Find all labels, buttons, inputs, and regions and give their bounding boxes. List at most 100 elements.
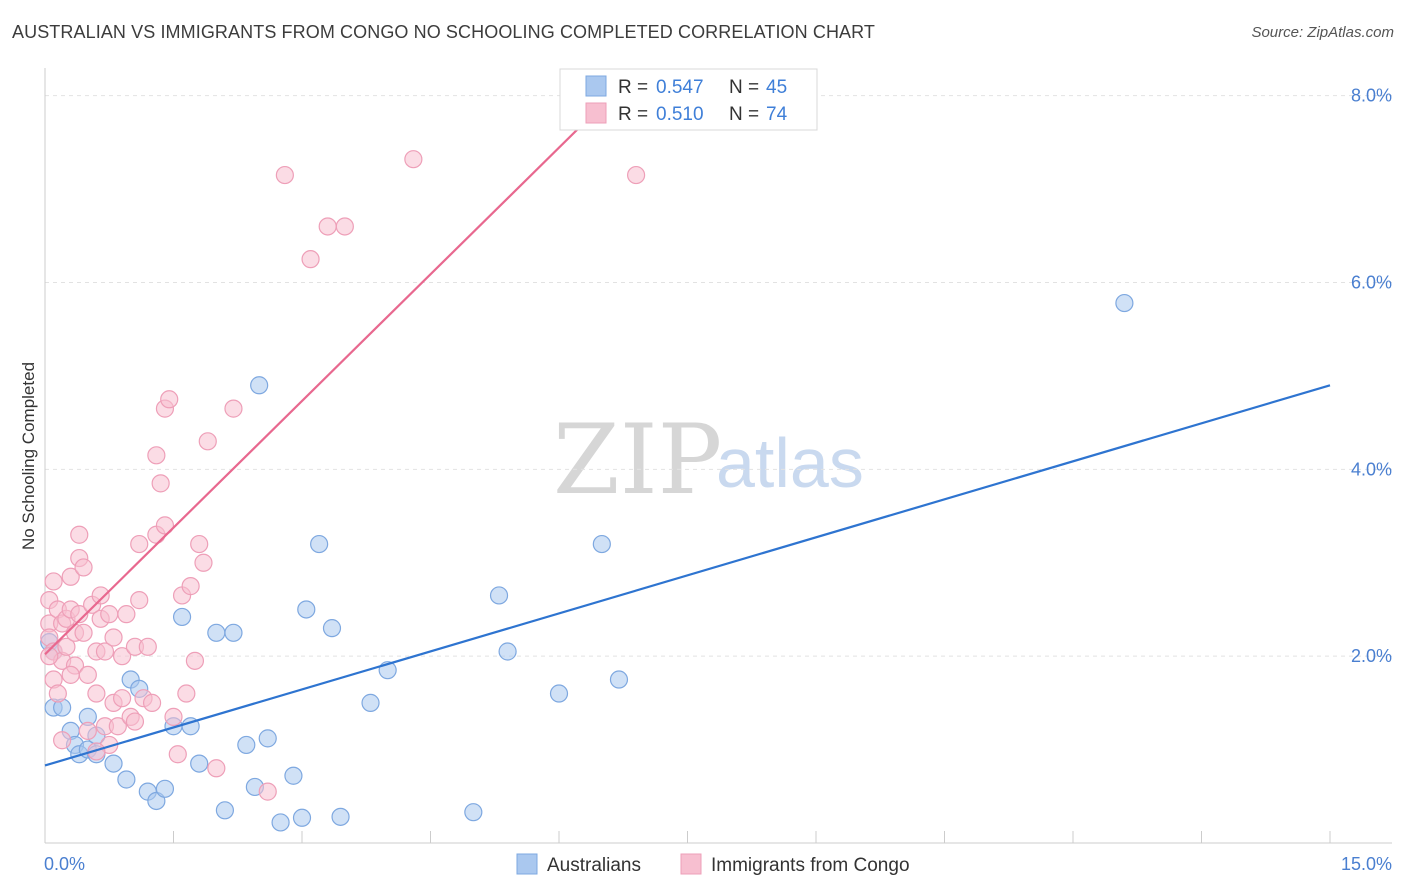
australians-point-27 xyxy=(250,376,269,395)
congo-point-53 xyxy=(164,707,183,726)
legend-n-label-2: N = xyxy=(729,104,759,125)
congo-point-37 xyxy=(112,689,132,708)
congo-point-38 xyxy=(117,605,136,624)
australians-point-25 xyxy=(237,735,256,755)
australians-point-19 xyxy=(172,607,192,627)
congo-point-20 xyxy=(74,558,93,577)
australians-point-31 xyxy=(292,808,312,827)
congo-point-58 xyxy=(185,651,205,670)
bottom-legend-congo: Immigrants from Congo xyxy=(711,855,910,876)
congo-point-48 xyxy=(147,446,166,465)
y-tick-label-0: 2.0% xyxy=(1351,646,1392,666)
congo-point-70 xyxy=(626,165,646,185)
congo-point-7 xyxy=(48,684,67,703)
congo-point-31 xyxy=(100,605,119,624)
congo-point-63 xyxy=(224,399,243,418)
congo-point-36 xyxy=(112,647,132,666)
congo-point-67 xyxy=(318,217,337,236)
australians-point-24 xyxy=(215,801,234,820)
australians-point-44 xyxy=(1115,293,1134,313)
australians-point-32 xyxy=(297,600,316,619)
australians-point-21 xyxy=(190,754,209,773)
congo-point-59 xyxy=(190,534,209,554)
congo-point-57 xyxy=(181,577,200,596)
bottom-legend-australians: Australians xyxy=(547,855,641,876)
congo-point-41 xyxy=(125,712,145,731)
legend-n-value-2: 74 xyxy=(766,104,788,125)
x-tick-label-min: 0.0% xyxy=(44,854,85,874)
congo-point-35 xyxy=(108,717,127,736)
series-congo-points xyxy=(40,150,646,801)
australians-point-40 xyxy=(498,642,517,661)
x-tick-marks xyxy=(173,831,1331,843)
watermark-atlas: atlas xyxy=(716,424,864,502)
congo-point-68 xyxy=(335,217,354,236)
australians-point-41 xyxy=(549,684,569,703)
legend-n-value-1: 45 xyxy=(766,77,787,98)
y-axis-label: No Schooling Completed xyxy=(19,362,38,550)
congo-point-5 xyxy=(44,572,63,591)
australians-point-34 xyxy=(322,619,342,638)
australians-point-38 xyxy=(464,803,483,822)
congo-point-13 xyxy=(61,567,80,586)
legend-r-value-1: 0.547 xyxy=(656,77,704,98)
congo-point-12 xyxy=(57,637,76,656)
congo-point-62 xyxy=(207,759,226,778)
legend-r-value-2: 0.510 xyxy=(656,104,704,125)
australians-point-11 xyxy=(104,754,123,773)
australians-point-33 xyxy=(310,534,329,554)
congo-point-19 xyxy=(70,605,89,624)
australians-point-30 xyxy=(284,766,303,785)
y-tick-label-2: 6.0% xyxy=(1351,273,1392,293)
australians-point-43 xyxy=(609,670,629,689)
bottom-legend-swatch-congo xyxy=(680,853,702,875)
australians-point-36 xyxy=(361,693,380,712)
legend-r-label-2: R = xyxy=(618,104,648,125)
australians-point-17 xyxy=(155,779,175,798)
bottom-legend-swatch-australians xyxy=(516,853,538,875)
australians-point-42 xyxy=(592,534,611,554)
chart-title: AUSTRALIAN VS IMMIGRANTS FROM CONGO NO S… xyxy=(12,22,876,42)
australians-point-28 xyxy=(258,729,277,748)
congo-point-10 xyxy=(53,731,72,750)
legend-box: R = 0.547 N = 45 R = 0.510 N = 74 xyxy=(559,68,818,131)
congo-point-52 xyxy=(160,390,179,409)
congo-point-46 xyxy=(142,693,162,712)
y-tick-labels: 2.0% 4.0% 6.0% 8.0% xyxy=(1351,86,1392,666)
congo-point-56 xyxy=(177,684,196,703)
congo-point-23 xyxy=(78,721,97,741)
congo-point-26 xyxy=(87,684,106,703)
australians-point-12 xyxy=(117,770,136,789)
legend-swatch-blue xyxy=(585,75,607,97)
congo-point-65 xyxy=(275,165,294,185)
y-tick-label-1: 4.0% xyxy=(1351,459,1392,479)
australians-point-29 xyxy=(271,813,290,832)
congo-point-22 xyxy=(78,665,97,684)
gridlines xyxy=(45,95,1392,657)
australians-point-23 xyxy=(224,623,243,642)
legend-r-label-1: R = xyxy=(618,77,648,98)
y-tick-label-3: 8.0% xyxy=(1351,86,1392,106)
legend-swatch-pink xyxy=(585,102,607,124)
australians-point-39 xyxy=(489,586,509,605)
congo-point-54 xyxy=(168,745,187,764)
legend-n-label-1: N = xyxy=(729,77,759,98)
congo-point-69 xyxy=(404,150,423,169)
congo-point-61 xyxy=(198,432,217,451)
trend-lines xyxy=(44,76,1331,767)
x-tick-label-max: 15.0% xyxy=(1341,854,1392,874)
congo-point-50 xyxy=(155,516,175,535)
congo-point-33 xyxy=(104,628,123,647)
bottom-legend: Australians Immigrants from Congo xyxy=(516,853,910,876)
congo-point-72 xyxy=(61,665,80,684)
watermark-zip: ZIP xyxy=(553,404,722,516)
congo-point-17 xyxy=(70,525,89,544)
congo-point-66 xyxy=(301,250,320,269)
source-label: Source: ZipAtlas.com xyxy=(1251,24,1394,41)
trend-line-australians xyxy=(44,384,1331,767)
congo-point-29 xyxy=(95,642,115,661)
congo-point-42 xyxy=(130,534,149,554)
trend-line-congo xyxy=(44,76,632,656)
congo-point-73 xyxy=(87,742,106,761)
